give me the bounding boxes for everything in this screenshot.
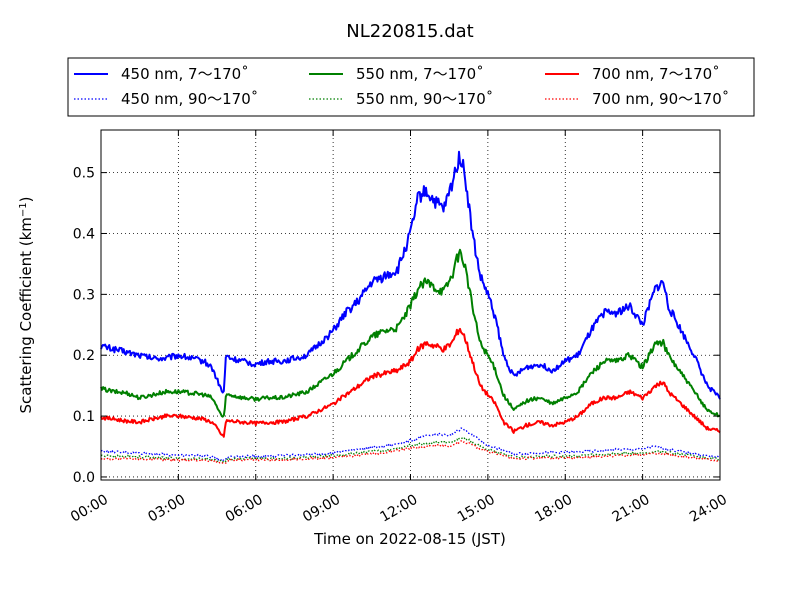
- legend: 450 nm, 7～170˚ 550 nm, 7～170˚ 700 nm, 7～17…: [67, 57, 755, 117]
- legend-label: 450 nm, 7～170˚: [121, 65, 249, 83]
- chart-title: NL220815.dat: [346, 21, 473, 42]
- y-tick-label: 0.4: [73, 226, 95, 242]
- legend-label: 700 nm, 7～170˚: [592, 65, 720, 83]
- y-axis-label: Scattering Coefficient (km−1): [17, 196, 35, 413]
- y-tick-label: 0.0: [73, 470, 95, 486]
- legend-label: 450 nm, 90～170˚: [121, 90, 258, 108]
- y-tick-label: 0.2: [73, 348, 95, 364]
- series-line-550nm-7-170: [100, 248, 721, 418]
- series-line-700nm-7-170: [100, 327, 721, 438]
- legend-label: 550 nm, 7～170˚: [356, 65, 484, 83]
- series-line-450nm-7-170: [100, 150, 721, 400]
- legend-box: [67, 57, 755, 117]
- y-axis-label-main: Scattering Coefficient (km: [17, 217, 35, 413]
- y-axis: 0.0 0.1 0.2 0.3 0.4 0.5: [73, 166, 95, 486]
- x-axis-label: Time on 2022-08-15 (JST): [313, 530, 506, 548]
- legend-label: 700 nm, 90～170˚: [592, 90, 729, 108]
- plot-area: [100, 129, 721, 481]
- y-tick-label: 0.1: [73, 409, 95, 425]
- y-axis-label-superscript: −1: [18, 202, 29, 217]
- y-tick-label: 0.5: [73, 166, 95, 182]
- series-line-450nm-90-170: [100, 427, 721, 462]
- y-axis-label-end: ): [17, 196, 35, 202]
- legend-label: 550 nm, 90～170˚: [356, 90, 493, 108]
- y-tick-label: 0.3: [73, 287, 95, 303]
